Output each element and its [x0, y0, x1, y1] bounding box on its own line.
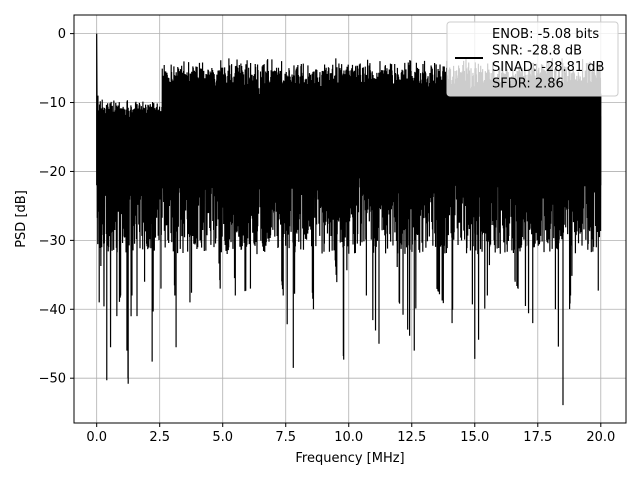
x-tick-label: 7.5	[275, 430, 296, 445]
x-tick-label: 12.5	[397, 430, 426, 445]
legend-entry-enob: ENOB: -5.08 bits	[492, 27, 599, 42]
x-tick-label: 5.0	[212, 430, 233, 445]
legend-entry-sfdr: SFDR: 2.86	[492, 77, 564, 92]
y-tick-label: −50	[39, 372, 66, 387]
y-tick-label: −30	[39, 234, 66, 249]
x-tick-label: 17.5	[523, 430, 552, 445]
x-tick-label: 10.0	[334, 430, 363, 445]
x-tick-label: 0.0	[86, 430, 107, 445]
y-tick-label: −40	[39, 303, 66, 318]
legend: ENOB: -5.08 bits SNR: -28.8 dB SINAD: -2…	[447, 22, 618, 96]
y-tick-label: 0	[58, 27, 66, 42]
legend-entry-sinad: SINAD: -28.81 dB	[492, 60, 604, 75]
y-tick-label: −10	[39, 96, 66, 111]
x-axis-label: Frequency [MHz]	[295, 451, 404, 466]
x-tick-label: 20.0	[586, 430, 615, 445]
y-tick-label: −20	[39, 165, 66, 180]
x-tick-label: 15.0	[460, 430, 489, 445]
y-axis-label: PSD [dB]	[14, 190, 29, 248]
x-tick-label: 2.5	[149, 430, 170, 445]
legend-entry-snr: SNR: -28.8 dB	[492, 44, 582, 59]
